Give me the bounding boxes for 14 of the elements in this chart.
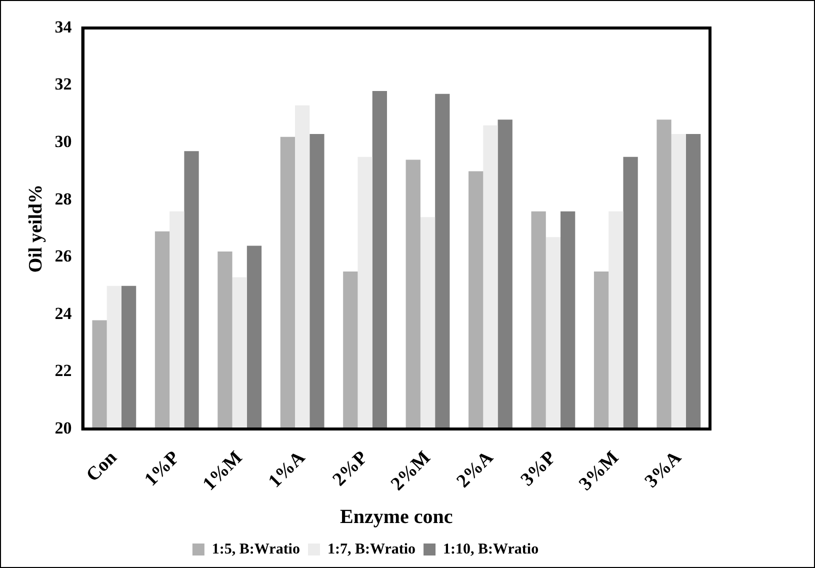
legend-label: 1:7, B:Wratio [327,541,416,558]
y-tick-label: 28 [54,189,72,208]
y-tick-label: 34 [54,17,72,36]
legend-label: 1:10, B:Wratio [443,541,539,558]
y-tick-label: 30 [54,132,72,151]
y-tick-label: 20 [54,418,72,438]
y-axis-title: Oil yeild% [25,184,46,273]
y-tick-label: 26 [54,246,72,266]
x-axis-title: Enzyme conc [340,506,453,528]
x-tick-label: Con [82,446,122,486]
legend-label: 1:5, B:Wratio [212,541,300,558]
y-tick-label: 32 [54,74,72,94]
y-tick-label: 24 [54,304,72,323]
y-tick-label: 22 [54,361,72,380]
